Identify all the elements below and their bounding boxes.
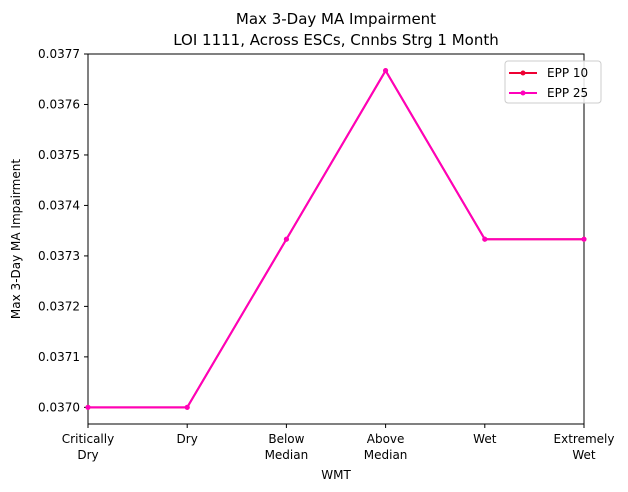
legend: EPP 10 EPP 25: [504, 60, 602, 104]
y-tick-label: 0.0370: [38, 400, 80, 414]
data-point: [85, 404, 91, 410]
data-point: [482, 236, 488, 242]
x-tick-label-line: Wet: [473, 432, 497, 446]
legend-label: EPP 25: [547, 86, 588, 100]
y-tick-label: 0.0377: [38, 47, 80, 61]
series-line-2: [88, 69, 584, 409]
x-tick-label: Dry: [177, 432, 198, 446]
x-tick-label-line: Extremely: [554, 432, 615, 446]
x-tick-label-line: Dry: [77, 448, 98, 462]
legend-marker: [520, 90, 526, 96]
data-point: [383, 68, 389, 74]
x-tick-label-line: Wet: [572, 448, 596, 462]
x-tick-label-line: Dry: [177, 432, 198, 446]
y-tick-label: 0.0371: [38, 350, 80, 364]
x-tick-label: Above Median: [364, 432, 408, 462]
chart-title-line-2: LOI 1111, Across ESCs, Cnnbs Strg 1 Mont…: [173, 31, 499, 49]
x-tick-label-line: Median: [364, 448, 408, 462]
y-tick-label: 0.0372: [38, 299, 80, 313]
y-tick-label: 0.0374: [38, 198, 80, 212]
chart-title-line-1: Max 3-Day MA Impairment: [236, 10, 436, 28]
x-tick-label: Wet: [473, 432, 497, 446]
legend-label: EPP 10: [547, 66, 588, 80]
data-point: [581, 236, 587, 242]
x-tick-label-line: Above: [367, 432, 405, 446]
chart-title: Max 3-Day MA Impairment LOI 1111, Across…: [173, 10, 499, 49]
y-tick-label: 0.0376: [38, 97, 80, 111]
x-axis-label: WMT: [321, 468, 351, 482]
y-axis-label: Max 3-Day MA Impairment: [9, 159, 23, 319]
x-tick-label: Extremely Wet: [554, 432, 615, 462]
data-point: [184, 404, 190, 410]
x-tick-label-line: Below: [268, 432, 304, 446]
legend-marker: [520, 70, 526, 76]
data-point: [283, 236, 289, 242]
x-tick-label-line: Median: [265, 448, 309, 462]
y-tick-label: 0.0373: [38, 249, 80, 263]
x-tick-label: Below Median: [265, 432, 309, 462]
x-tick-label: Critically Dry: [62, 432, 114, 462]
y-tick-label: 0.0375: [38, 148, 80, 162]
plot-area: 0.0370 0.0371 0.0372 0.0373 0.0374 0.0375 0.03…: [38, 47, 614, 462]
x-tick-label-line: Critically: [62, 432, 114, 446]
